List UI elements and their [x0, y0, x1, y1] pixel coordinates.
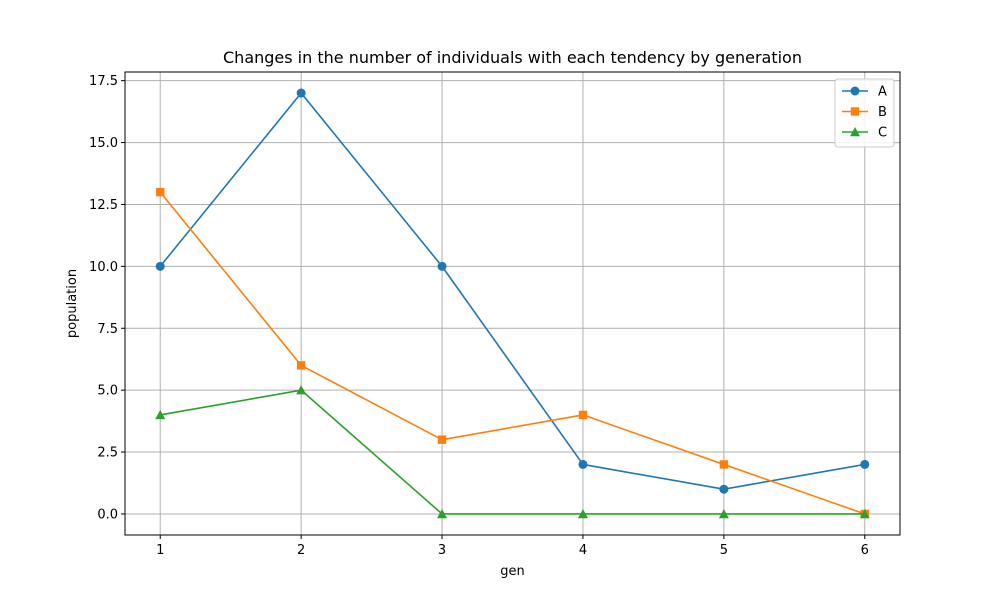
- grid-lines: [125, 72, 900, 535]
- legend-label-c: C: [878, 126, 887, 141]
- x-tick-label: 3: [438, 543, 446, 558]
- series-c: [155, 385, 870, 519]
- data-point-a: [860, 459, 870, 469]
- x-tick-label: 1: [156, 543, 164, 558]
- data-point-a: [296, 88, 306, 98]
- data-point-a: [155, 261, 165, 271]
- data-point-b: [719, 460, 729, 469]
- y-axis-label: population: [65, 269, 80, 338]
- data-point-a: [437, 261, 447, 271]
- x-tick-label: 4: [579, 543, 587, 558]
- series-a: [155, 88, 870, 494]
- y-tick-label: 17.5: [89, 74, 118, 89]
- legend-entry-c: C: [842, 126, 887, 141]
- x-tick-label: 6: [861, 543, 869, 558]
- series-layer: [155, 88, 870, 519]
- data-point-a: [719, 484, 729, 494]
- y-tick-label: 10.0: [89, 260, 118, 275]
- data-point-c: [155, 409, 166, 420]
- legend-entry-b: B: [842, 105, 887, 120]
- data-point-c: [859, 508, 870, 519]
- data-point-c: [296, 385, 307, 395]
- data-point-c: [577, 508, 588, 519]
- legend-marker-c: [850, 127, 860, 137]
- y-tick-label: 0.0: [97, 507, 118, 522]
- y-tick-label: 12.5: [89, 198, 118, 213]
- legend-entry-a: A: [842, 85, 887, 100]
- data-point-b: [578, 410, 588, 420]
- legend-label-b: B: [878, 105, 887, 120]
- x-axis-ticks: 1 2 3 4 5 6: [156, 535, 869, 558]
- legend: ABC: [834, 78, 895, 148]
- legend-label-a: A: [878, 85, 887, 100]
- x-tick-label: 2: [297, 543, 305, 558]
- x-axis-label: gen: [500, 564, 525, 579]
- data-point-a: [578, 459, 588, 469]
- y-tick-label: 7.5: [97, 322, 118, 337]
- data-point-b: [296, 361, 306, 370]
- chart-title: Changes in the number of individuals wit…: [223, 48, 802, 67]
- y-tick-label: 15.0: [89, 136, 118, 151]
- legend-marker-b: [850, 107, 860, 116]
- data-point-b: [156, 187, 165, 197]
- y-tick-label: 5.0: [97, 384, 118, 399]
- series-line-c: [160, 389, 865, 515]
- legend-marker-a: [850, 86, 860, 96]
- data-point-c: [718, 508, 729, 519]
- series-line-b: [159, 191, 866, 515]
- data-point-b: [437, 435, 447, 444]
- x-tick-label: 5: [720, 543, 728, 558]
- series-line-a: [159, 92, 865, 490]
- data-point-c: [437, 508, 448, 519]
- plot-frame: [124, 71, 901, 536]
- legend-box: [834, 78, 895, 148]
- y-axis-ticks: 0.0 2.5 5.0 7.5 10.0 12.5 15.0 17.5: [89, 74, 125, 522]
- y-tick-label: 2.5: [97, 446, 118, 461]
